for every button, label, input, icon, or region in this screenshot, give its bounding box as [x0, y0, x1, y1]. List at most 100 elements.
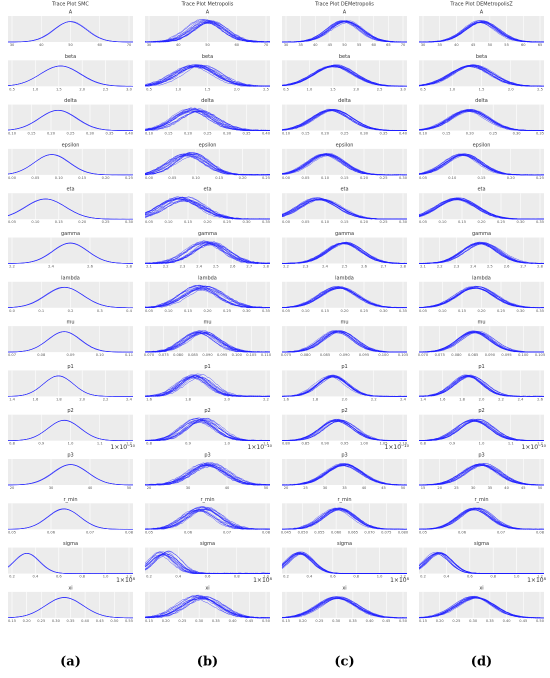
tick-label: 65 [386, 43, 391, 47]
tick-label: 2.0 [79, 397, 85, 401]
tick-label: 2.1 [420, 265, 426, 269]
density-curve [418, 64, 545, 87]
tick-label: 0.30 [513, 132, 522, 136]
tick-label: 1.0 [103, 575, 109, 579]
panel-title: p2 [341, 408, 347, 414]
density-curve [144, 289, 271, 309]
tick-label: 65 [538, 43, 543, 47]
density-curve [144, 376, 270, 397]
tick-label: 0.055 [314, 530, 324, 534]
tick-label: 0.06 [47, 530, 56, 534]
panel-title: beta [202, 54, 213, 60]
panel: p1 1.4 1.6 1.8 2.0 2.2 2.4 2.6 [418, 364, 545, 401]
tick-label: 0.05 [145, 220, 153, 224]
tick-label: 0.10 [321, 176, 330, 180]
tick-label: 0.5 [146, 87, 152, 91]
tick-label: 0.25 [452, 619, 460, 623]
tick-label: 0.105 [398, 353, 408, 357]
tick-label: 0.30 [516, 309, 525, 313]
density-curve [418, 286, 545, 309]
tick-label: 0.4 [126, 309, 132, 313]
tick-label: 0.070 [144, 353, 155, 357]
density-curve [282, 376, 407, 397]
tick-label: 0.25 [536, 176, 544, 180]
tick-label: 70 [401, 43, 406, 47]
tick-label: 0.20 [299, 619, 308, 623]
tick-label: 0.20 [203, 309, 212, 313]
tick-label: 0.07 [8, 353, 16, 357]
panel-background [419, 503, 544, 530]
density-curve [144, 66, 270, 87]
panel: r_min 0.045 0.050 0.055 0.060 0.065 0.070 0.075… [281, 497, 409, 535]
panel: p2 0.8 0.9 1.0 1.11×10⁻¹⁰ [144, 408, 273, 451]
tick-label: 0.06 [458, 530, 467, 534]
subfigure-label: (c) [334, 655, 354, 670]
tick-label: 0.30 [399, 176, 408, 180]
panel: gamma 2.1 2.2 2.3 2.4 2.5 2.6 2.7 2.8 [418, 231, 545, 269]
tick-label: 2.3 [303, 265, 309, 269]
tick-label: 0.00 [282, 176, 291, 180]
tick-label: 0.30 [516, 220, 525, 224]
panel-title: mu [66, 320, 74, 326]
tick-label: 2.6 [87, 265, 93, 269]
tick-label: 2.2 [371, 397, 377, 401]
tick-label: 0.30 [360, 132, 369, 136]
tick-label: 0.10 [31, 220, 40, 224]
density-curve [282, 286, 408, 309]
tick-label: 2.6 [504, 265, 510, 269]
axis-exponent: 1×10⁻¹⁰ [522, 444, 547, 451]
tick-label: 0.2 [420, 575, 426, 579]
density-curve [144, 64, 270, 87]
panel: mu 0.070 0.075 0.080 0.085 0.090 0.095 0.100 0.1… [418, 320, 545, 358]
panel-title: lambda [61, 275, 80, 281]
tick-label: 70 [264, 43, 269, 47]
tick-label: 0.05 [301, 176, 309, 180]
tick-label: 0.25 [37, 619, 45, 623]
density-curve [282, 154, 407, 176]
tick-label: 0.090 [485, 353, 496, 357]
tick-label: 0.40 [125, 132, 134, 136]
panel-background [145, 414, 270, 441]
tick-label: 0.20 [162, 619, 171, 623]
tick-label: 0.05 [145, 530, 153, 534]
density-curve [144, 598, 271, 619]
panel-background [8, 237, 133, 264]
panel-title: gamma [335, 231, 354, 237]
panel-background [8, 547, 133, 574]
axis-exponent: 1×10⁸ [527, 577, 546, 584]
tick-label: 0.080 [300, 353, 311, 357]
tick-label: 1.1 [508, 442, 514, 446]
density-curve [418, 596, 545, 619]
tick-label: 0.6 [467, 575, 473, 579]
tick-label: 2.2 [263, 397, 269, 401]
tick-label: 2.2 [9, 265, 15, 269]
panel-title: sigma [200, 541, 215, 547]
density-curve [282, 598, 408, 619]
tick-label: 0.095 [359, 353, 369, 357]
panel: xi 0.15 0.20 0.25 0.30 0.35 0.40 0.45 0.50 [281, 585, 408, 623]
density-curve [144, 64, 270, 87]
tick-label: 1.0 [449, 87, 455, 91]
tick-label: 35 [488, 486, 493, 490]
panel-background [419, 547, 544, 574]
tick-label: 0.20 [239, 176, 248, 180]
density-curve [144, 64, 271, 87]
tick-label: 2.5 [537, 87, 543, 91]
tick-label: 20 [437, 486, 442, 490]
tick-label: 0.20 [102, 176, 111, 180]
panel-title: A [69, 10, 73, 16]
tick-label: 0.06 [184, 530, 193, 534]
panel-title: lambda [198, 275, 217, 281]
tick-label: 20 [147, 486, 152, 490]
tick-label: 0.15 [27, 132, 35, 136]
tick-label: 0.090 [202, 353, 213, 357]
panel: r_min 0.05 0.06 0.07 0.08 [418, 497, 545, 534]
density-curve [144, 552, 270, 574]
tick-label: 0.40 [503, 619, 512, 623]
tick-label: 0.25 [66, 132, 74, 136]
tick-label: 0.075 [435, 353, 445, 357]
tick-label: 0.10 [145, 132, 154, 136]
tick-label: 0.30 [469, 619, 478, 623]
density-curve [144, 22, 271, 43]
tick-label: 1.0 [33, 87, 39, 91]
